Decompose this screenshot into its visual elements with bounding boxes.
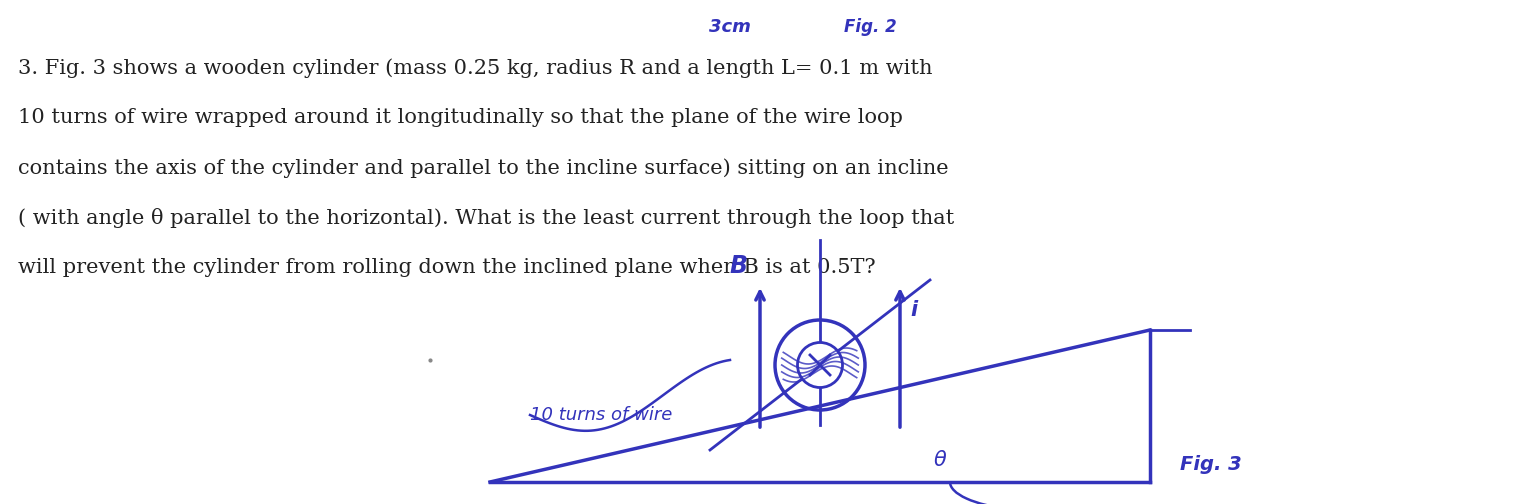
Text: i: i	[910, 300, 917, 320]
Circle shape	[797, 343, 843, 388]
Text: θ: θ	[934, 450, 946, 470]
Text: 10 turns of wire wrapped around it longitudinally so that the plane of the wire : 10 turns of wire wrapped around it longi…	[18, 108, 904, 127]
Text: 3cm: 3cm	[709, 18, 750, 36]
Text: 3. Fig. 3 shows a wooden cylinder (mass 0.25 kg, radius R and a length L= 0.1 m : 3. Fig. 3 shows a wooden cylinder (mass …	[18, 58, 932, 78]
Text: ( with angle θ parallel to the horizontal). What is the least current through th: ( with angle θ parallel to the horizonta…	[18, 208, 954, 228]
Text: B: B	[731, 254, 747, 278]
Text: will prevent the cylinder from rolling down the inclined plane when B is at 0.5T: will prevent the cylinder from rolling d…	[18, 258, 876, 277]
Text: contains the axis of the cylinder and parallel to the incline surface) sitting o: contains the axis of the cylinder and pa…	[18, 158, 949, 178]
Text: 10 turns of wire: 10 turns of wire	[531, 406, 673, 424]
Text: Fig. 3: Fig. 3	[1179, 456, 1242, 474]
Text: Fig. 2: Fig. 2	[843, 18, 896, 36]
